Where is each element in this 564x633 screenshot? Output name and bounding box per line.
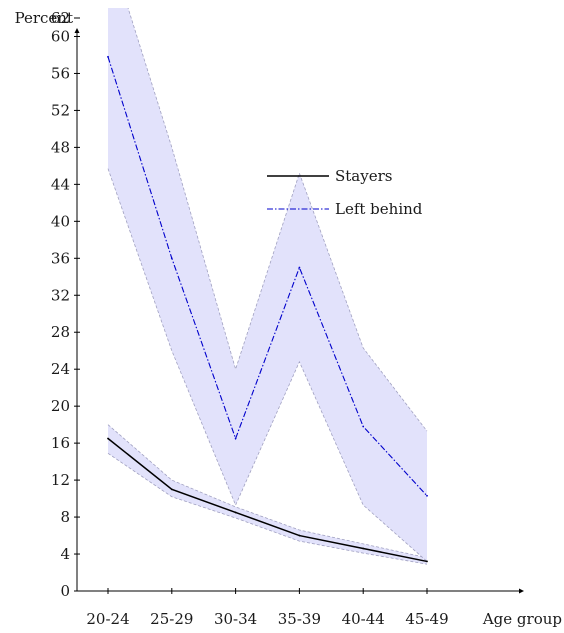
data-point-0-5 [426, 560, 428, 563]
series-line-1 [107, 56, 428, 497]
ci-band-0 [108, 424, 427, 565]
x-tick-label: 35-39 [278, 610, 321, 628]
x-tick-label: 40-44 [342, 610, 385, 628]
data-point-1-2 [234, 437, 237, 440]
data-point-1-0 [107, 55, 109, 58]
y-tick-label: 0 [60, 582, 70, 600]
confidence-bands [107, 8, 428, 565]
data-point-0-0 [107, 437, 109, 440]
y-tick-label: 28 [51, 323, 70, 341]
ci-band-edge-0-lower [107, 452, 428, 565]
y-axis-title: Percent [15, 9, 73, 27]
y-tick-label: 36 [51, 249, 70, 267]
x-tick-label: 45-49 [405, 610, 448, 628]
x-tick-label: 30-34 [214, 610, 257, 628]
y-tick-label: 12 [51, 471, 70, 489]
y-tick-label: 20 [51, 397, 70, 415]
y-tick-label: 4 [60, 545, 70, 563]
legend: Stayers Left behind [267, 167, 423, 218]
data-point-1-4 [362, 425, 365, 428]
y-tick-label: 32 [51, 286, 70, 304]
y-axis-arrow [74, 28, 80, 33]
ci-band-edge-0-upper [107, 424, 428, 559]
legend-label-1: Left behind [335, 200, 423, 218]
y-tick-label: 56 [51, 64, 70, 82]
y-tick-label: 44 [51, 175, 70, 193]
data-point-0-2 [234, 511, 237, 514]
ci-band-1 [108, 8, 427, 562]
x-axis-title: Age group [482, 610, 562, 628]
data-point-1-3 [298, 266, 301, 269]
y-tick-label: 62 [51, 9, 70, 27]
y-tick-label: 48 [51, 138, 70, 156]
data-point-0-1 [170, 488, 173, 491]
y-tick-label: 52 [51, 101, 70, 119]
data-point-0-4 [362, 547, 365, 550]
y-tick-label: 16 [51, 434, 70, 452]
x-tick-label: 25-29 [150, 610, 193, 628]
y-tick-label: 8 [60, 508, 70, 526]
series-lines [107, 55, 428, 563]
ci-band-edge-1-lower [107, 168, 428, 562]
data-point-0-3 [298, 534, 301, 537]
y-tick-label: 40 [51, 212, 70, 230]
ci-band-edge-1-upper [127, 8, 428, 432]
x-tick-label: 20-24 [86, 610, 129, 628]
legend-label-0: Stayers [335, 167, 392, 185]
axes [74, 17, 524, 594]
data-point-1-1 [170, 257, 173, 260]
data-point-1-5 [426, 494, 428, 497]
x-axis-arrow [519, 588, 524, 594]
y-tick-label: 24 [51, 360, 70, 378]
y-tick-label: 60 [51, 27, 70, 45]
series-line-0 [107, 437, 428, 563]
